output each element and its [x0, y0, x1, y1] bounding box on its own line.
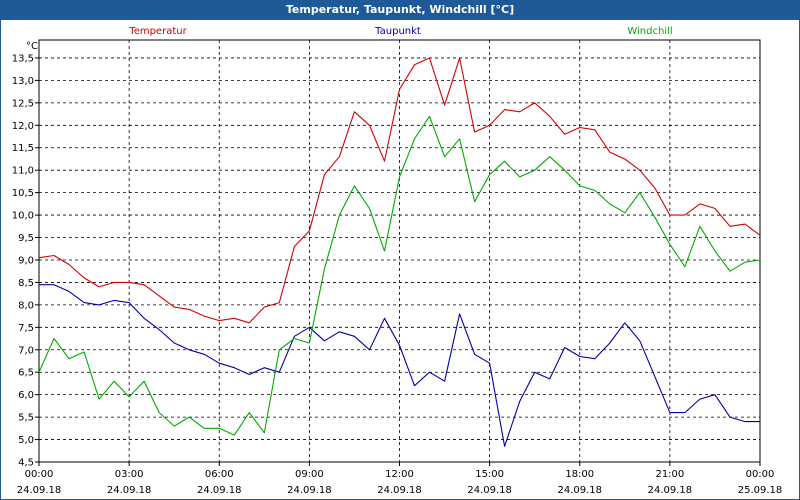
y-tick-label: 6,0 [18, 390, 34, 401]
y-tick-label: 11,0 [12, 166, 34, 177]
series-lines [38, 57, 761, 447]
legend-item-temperatur: Temperatur [128, 26, 187, 37]
y-tick-label: 9,5 [18, 233, 34, 244]
y-tick-label: 9,0 [18, 255, 34, 266]
x-tick-date: 24.09.18 [107, 485, 152, 496]
y-tick-label: 10,5 [12, 188, 34, 199]
legend-item-windchill: Windchill [627, 26, 672, 37]
x-tick-time: 00:00 [746, 469, 775, 480]
x-tick-date: 24.09.18 [467, 485, 512, 496]
y-unit-label: °C [26, 41, 38, 52]
y-tick-label: 8,5 [18, 278, 34, 289]
y-tick-label: 5,0 [18, 435, 34, 446]
x-tick-time: 21:00 [655, 469, 684, 480]
x-tick-date: 24.09.18 [377, 485, 422, 496]
legend: Temperatur Taupunkt Windchill [128, 26, 672, 37]
x-tick-date: 24.09.18 [287, 485, 332, 496]
y-tick-label: 12,0 [12, 121, 34, 132]
x-tick-time: 15:00 [475, 469, 504, 480]
y-tick-label: 4,5 [18, 458, 34, 469]
x-tick-date: 25.09.18 [738, 485, 783, 496]
series-line-windchill [38, 115, 761, 436]
y-tick-label: 8,0 [18, 300, 34, 311]
x-tick-time: 00:00 [25, 469, 54, 480]
y-tick-label: 12,5 [12, 98, 34, 109]
x-tick-date: 24.09.18 [197, 485, 242, 496]
y-tick-label: 11,5 [12, 143, 34, 154]
y-axis: 4,5 5,0 5,5 6,0 6,5 7,0 7,5 8,0 8,5 9,0 9,5 10,0 10,… [12, 53, 39, 469]
x-tick-time: 12:00 [385, 469, 414, 480]
series-line-temperatur [38, 57, 761, 324]
x-axis: 00:00 24.09.18 03:00 24.09.18 06:00 24.09.18 0… [17, 462, 783, 496]
y-tick-label: 13,0 [12, 76, 34, 87]
x-tick-time: 09:00 [295, 469, 324, 480]
y-tick-label: 5,5 [18, 413, 34, 424]
x-tick-date: 24.09.18 [17, 485, 62, 496]
y-tick-label: 7,5 [18, 323, 34, 334]
series-line-taupunkt [39, 284, 760, 447]
y-tick-label: 7,0 [18, 345, 34, 356]
x-tick-time: 18:00 [565, 469, 594, 480]
y-tick-label: 13,5 [12, 53, 34, 64]
legend-item-taupunkt: Taupunkt [374, 26, 421, 37]
y-tick-label: 10,0 [12, 211, 34, 222]
chart-title: Temperatur, Taupunkt, Windchill [°C] [0, 0, 800, 20]
x-tick-time: 06:00 [205, 469, 234, 480]
x-tick-date: 24.09.18 [648, 485, 693, 496]
y-tick-label: 6,5 [18, 368, 34, 379]
x-tick-time: 03:00 [115, 469, 144, 480]
x-tick-date: 24.09.18 [557, 485, 602, 496]
